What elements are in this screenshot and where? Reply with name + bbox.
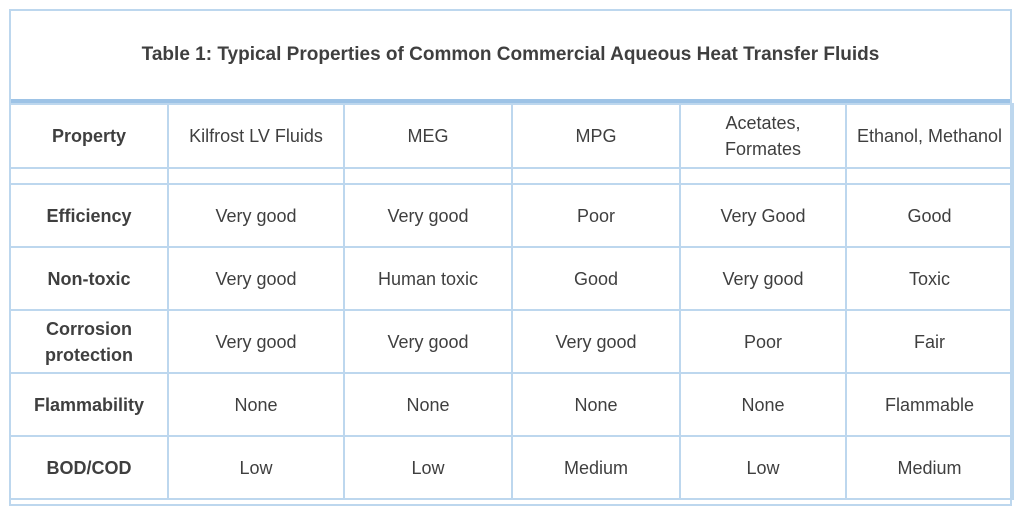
spacer-cell [167, 167, 345, 185]
table-row: Flammability None None None None Flammable [9, 372, 1014, 437]
table-row: Efficiency Very good Very good Poor Very Goo… [9, 183, 1014, 248]
value-cell: Medium [511, 435, 681, 500]
property-cell: Non-toxic [9, 246, 169, 311]
property-cell: Corrosion protection [9, 309, 169, 374]
column-header: MPG [511, 103, 681, 169]
value-cell: Very good [511, 309, 681, 374]
property-cell: BOD/COD [9, 435, 169, 500]
value-cell: Very good [167, 246, 345, 311]
value-cell: None [679, 372, 847, 437]
table-row: BOD/COD Low Low Medium Low Medium [9, 435, 1014, 500]
table-title: Table 1: Typical Properties of Common Co… [11, 11, 1010, 103]
column-header: MEG [343, 103, 513, 169]
value-cell: Low [343, 435, 513, 500]
table-row: Corrosion protection Very good Very good Ve… [9, 309, 1014, 374]
value-cell: Poor [511, 183, 681, 248]
value-cell: Medium [845, 435, 1014, 500]
value-cell: Fair [845, 309, 1014, 374]
column-header: Ethanol, Methanol [845, 103, 1014, 169]
spacer-cell [511, 167, 681, 185]
value-cell: Very Good [679, 183, 847, 248]
value-cell: Very good [167, 309, 345, 374]
value-cell: Good [511, 246, 681, 311]
column-header: Acetates, Formates [679, 103, 847, 169]
value-cell: Very good [167, 183, 345, 248]
header-row: Property Kilfrost LV Fluids MEG MPG Acetates… [9, 103, 1014, 169]
value-cell: None [167, 372, 345, 437]
spacer-cell [9, 167, 169, 185]
value-cell: Human toxic [343, 246, 513, 311]
value-cell: Low [679, 435, 847, 500]
value-cell: None [511, 372, 681, 437]
spacer-row [9, 167, 1014, 185]
value-cell: None [343, 372, 513, 437]
column-header: Property [9, 103, 169, 169]
property-cell: Efficiency [9, 183, 169, 248]
value-cell: Poor [679, 309, 847, 374]
value-cell: Toxic [845, 246, 1014, 311]
value-cell: Good [845, 183, 1014, 248]
spacer-cell [679, 167, 847, 185]
column-header: Kilfrost LV Fluids [167, 103, 345, 169]
spacer-cell [845, 167, 1014, 185]
table-row: Non-toxic Very good Human toxic Good Very go… [9, 246, 1014, 311]
value-cell: Flammable [845, 372, 1014, 437]
property-cell: Flammability [9, 372, 169, 437]
properties-table-container: Table 1: Typical Properties of Common Co… [9, 9, 1014, 506]
value-cell: Very good [679, 246, 847, 311]
properties-table: Property Kilfrost LV Fluids MEG MPG Acetates… [9, 103, 1014, 500]
spacer-cell [343, 167, 513, 185]
value-cell: Low [167, 435, 345, 500]
value-cell: Very good [343, 309, 513, 374]
value-cell: Very good [343, 183, 513, 248]
